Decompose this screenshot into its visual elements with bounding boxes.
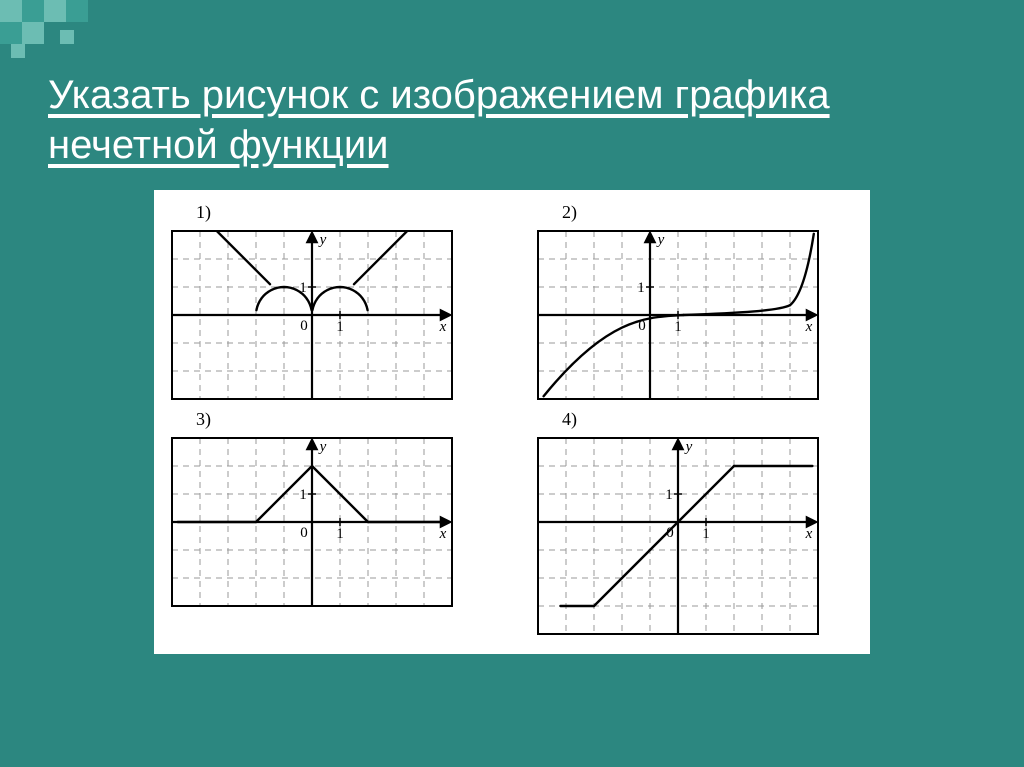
svg-text:y: y <box>656 232 665 248</box>
svg-text:1: 1 <box>665 487 673 503</box>
chart-2-label: 2) <box>532 202 858 223</box>
svg-text:x: x <box>805 319 813 335</box>
svg-text:0: 0 <box>300 525 308 541</box>
charts-panel: 1) y x 0 1 1 2) y x 0 1 1 3) y x 0 1 1 4) y x 0 1 1 <box>154 190 870 654</box>
svg-text:1: 1 <box>702 526 710 542</box>
svg-text:0: 0 <box>300 318 308 334</box>
svg-text:1: 1 <box>637 280 645 296</box>
svg-text:y: y <box>318 232 327 248</box>
svg-text:y: y <box>684 439 693 455</box>
chart-1: yx011 <box>166 225 492 405</box>
svg-text:x: x <box>439 319 447 335</box>
chart-3: y x 0 1 1 <box>166 432 492 612</box>
chart-4: yx011 <box>532 432 858 640</box>
chart-1-wrap: 1) yx011 <box>166 198 492 405</box>
corner-decoration <box>0 0 110 60</box>
svg-text:1: 1 <box>299 487 307 503</box>
chart-2: yx011 <box>532 225 858 405</box>
chart-2-wrap: 2) yx011 <box>532 198 858 405</box>
svg-text:1: 1 <box>336 526 344 542</box>
chart-4-wrap: 4) yx011 <box>532 405 858 640</box>
page-title: Указать рисунок с изображением графика н… <box>0 0 1024 190</box>
chart-1-label: 1) <box>166 202 492 223</box>
svg-text:x: x <box>439 526 447 542</box>
svg-text:1: 1 <box>674 319 682 335</box>
svg-text:y: y <box>318 439 327 455</box>
chart-3-label: 3) <box>166 409 492 430</box>
svg-text:1: 1 <box>336 319 344 335</box>
chart-3-wrap: 3) y x 0 1 1 <box>166 405 492 640</box>
chart-4-label: 4) <box>532 409 858 430</box>
svg-text:x: x <box>805 526 813 542</box>
